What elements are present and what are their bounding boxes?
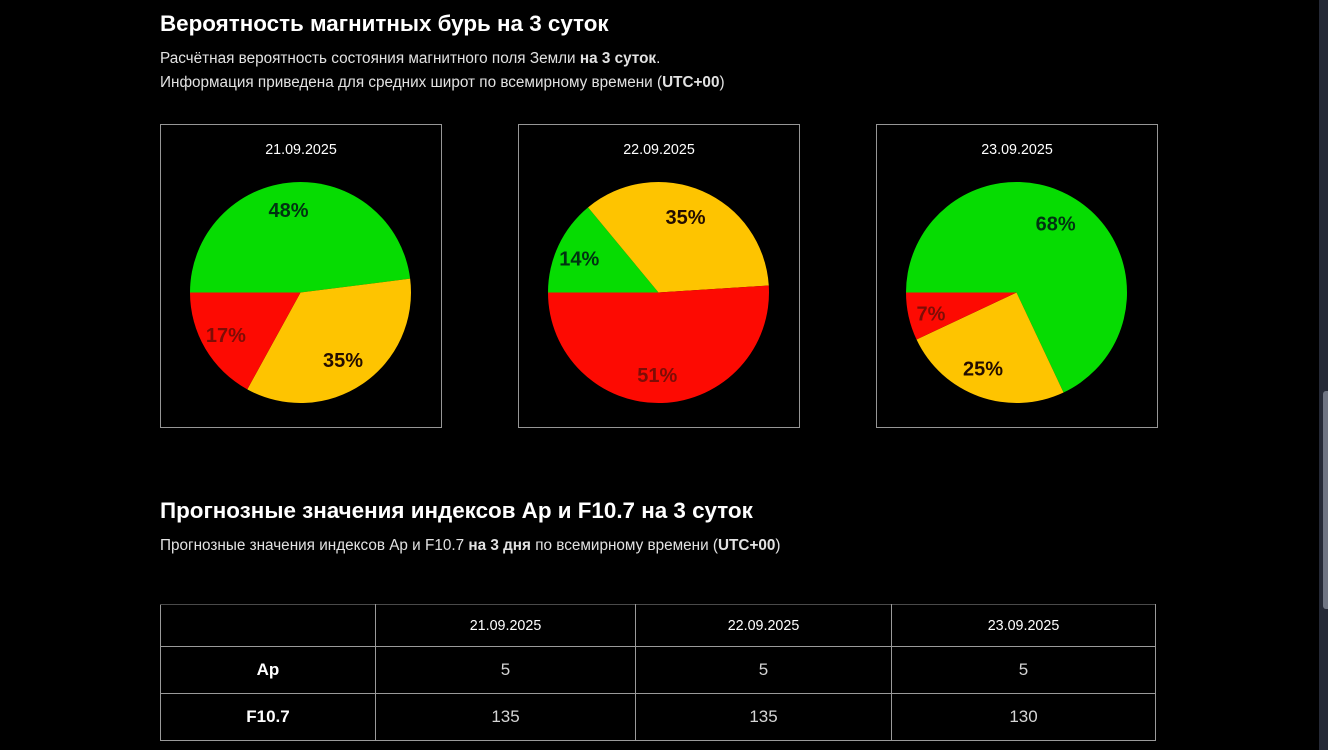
svg-text:35%: 35% — [665, 207, 705, 229]
svg-text:25%: 25% — [963, 359, 1003, 381]
svg-text:35%: 35% — [323, 350, 363, 372]
svg-text:7%: 7% — [917, 303, 946, 325]
svg-text:51%: 51% — [637, 365, 677, 387]
svg-text:68%: 68% — [1036, 213, 1076, 235]
svg-text:14%: 14% — [559, 248, 599, 270]
svg-text:48%: 48% — [268, 200, 308, 222]
svg-text:17%: 17% — [206, 325, 246, 347]
